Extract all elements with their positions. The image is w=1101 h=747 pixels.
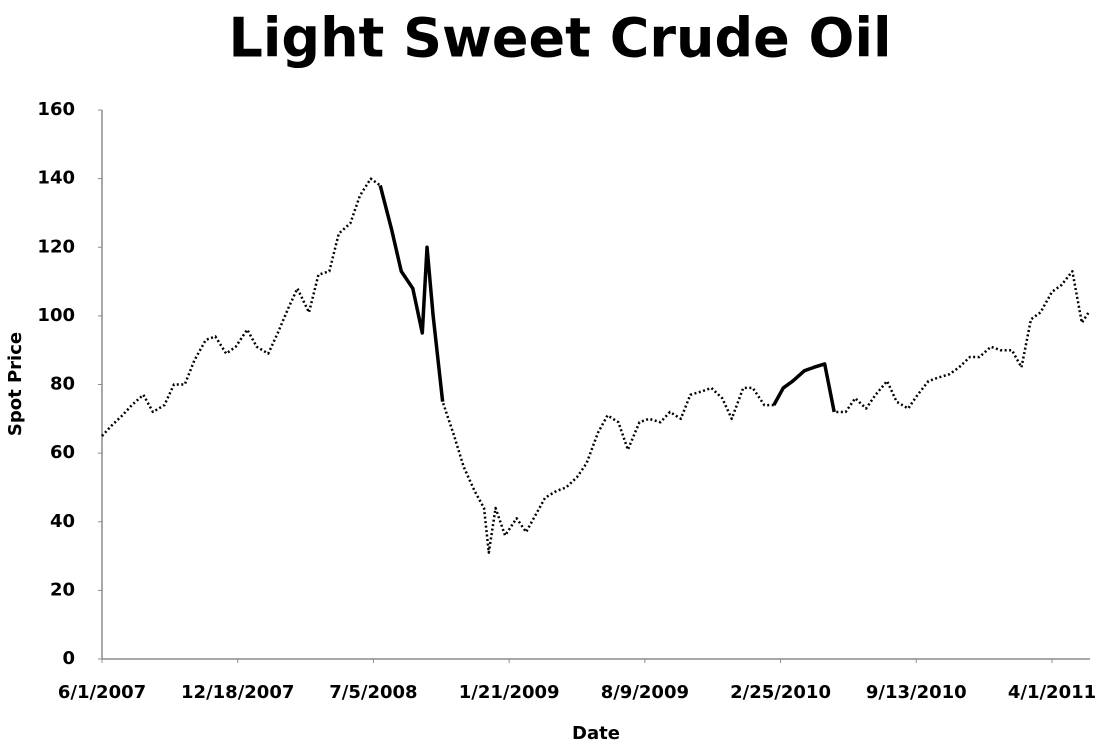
y-tick-label: 80 [50, 374, 75, 395]
x-tick-label: 7/5/2008 [329, 682, 417, 703]
x-tick-label: 12/18/2007 [181, 682, 294, 703]
y-tick-label: 20 [50, 579, 75, 600]
y-axis-label: Spot Price [5, 332, 26, 436]
chart-title: Light Sweet Crude Oil [229, 7, 892, 70]
y-tick-label: 0 [62, 648, 75, 669]
y-tick-label: 120 [37, 236, 75, 257]
line-series [101, 177, 1090, 554]
x-tick-label: 4/1/2011 [1008, 682, 1096, 703]
x-tick-label: 9/13/2010 [866, 682, 967, 703]
y-tick-label: 40 [50, 511, 75, 532]
x-tick-label: 2/25/2010 [730, 682, 831, 703]
x-tick-label: 8/9/2009 [601, 682, 689, 703]
line-series [378, 185, 836, 413]
x-tick-label: 6/1/2007 [58, 682, 146, 703]
y-tick-label: 140 [37, 168, 75, 189]
y-tick-label: 100 [37, 305, 75, 326]
y-tick-label: 160 [37, 99, 75, 120]
x-axis-label: Date [572, 723, 620, 744]
x-tick-label: 1/21/2009 [459, 682, 560, 703]
y-tick-label: 60 [50, 442, 75, 463]
